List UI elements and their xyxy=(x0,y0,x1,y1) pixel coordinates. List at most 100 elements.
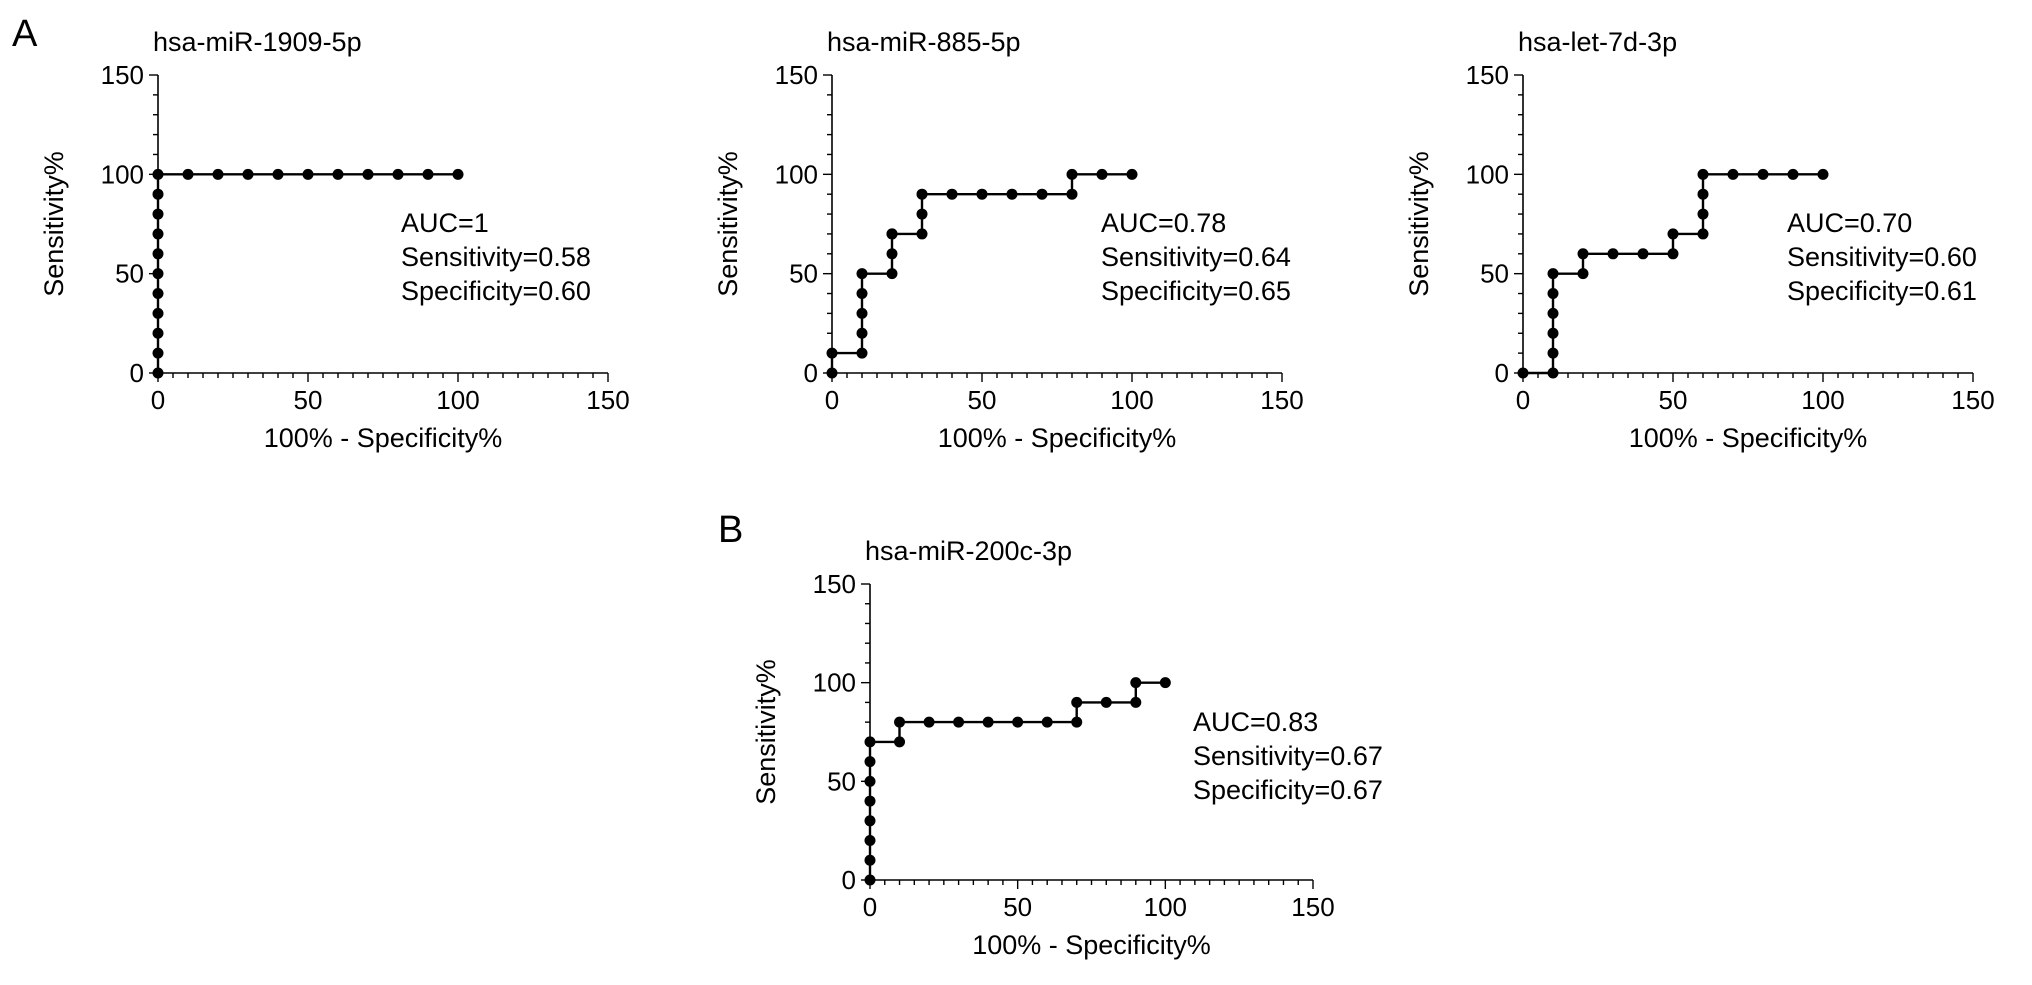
roc-curve-line xyxy=(830,173,1132,373)
panel-letter-a: A xyxy=(12,13,38,55)
roc-point xyxy=(182,168,194,180)
roc-point xyxy=(1697,208,1709,220)
roc-point xyxy=(1667,228,1679,240)
y-tick-label: 0 xyxy=(842,865,856,895)
stat-annotation: Sensitivity=0.67 xyxy=(1193,741,1383,771)
roc-point xyxy=(864,835,876,847)
x-tick-label: 100 xyxy=(1801,385,1844,415)
stat-annotation: Sensitivity=0.64 xyxy=(1101,242,1291,272)
roc-point xyxy=(1547,367,1559,379)
roc-point xyxy=(1547,268,1559,280)
roc-point xyxy=(1066,188,1078,200)
x-tick-label: 0 xyxy=(151,385,165,415)
roc-point xyxy=(1577,248,1589,260)
roc-point xyxy=(1066,168,1078,180)
plots: hsa-miR-1909-5p 0 50 100 150 0 50 100 150 100% - … xyxy=(39,27,1995,960)
y-tick-label: 50 xyxy=(115,259,144,289)
plot-title: hsa-miR-200c-3p xyxy=(865,536,1072,566)
plot-title: hsa-let-7d-3p xyxy=(1518,27,1677,57)
roc-point xyxy=(856,307,868,319)
roc-point xyxy=(916,208,928,220)
roc-point xyxy=(864,736,876,748)
roc-point xyxy=(152,268,164,280)
roc-point xyxy=(1036,188,1048,200)
y-axis-label: Sensitivity% xyxy=(1404,151,1434,297)
stat-annotation: AUC=0.78 xyxy=(1101,208,1226,238)
plot-title: hsa-miR-1909-5p xyxy=(153,27,362,57)
roc-point xyxy=(886,248,898,260)
y-tick-label: 100 xyxy=(101,159,144,189)
roc-point xyxy=(1727,168,1739,180)
roc-point xyxy=(362,168,374,180)
roc-curve-line xyxy=(1523,173,1823,375)
roc-point xyxy=(1667,248,1679,260)
roc-point xyxy=(152,367,164,379)
roc-point xyxy=(152,248,164,260)
roc-point xyxy=(1517,367,1529,379)
x-axis-label: 100% - Specificity% xyxy=(972,930,1211,960)
stat-annotation: AUC=1 xyxy=(401,208,489,238)
roc-point xyxy=(856,347,868,359)
roc-point xyxy=(916,188,928,200)
x-tick-label: 150 xyxy=(1260,385,1303,415)
roc-point xyxy=(953,716,965,728)
x-tick-label: 100 xyxy=(1144,892,1187,922)
roc-point xyxy=(856,288,868,300)
roc-point xyxy=(242,168,254,180)
roc-point xyxy=(826,367,838,379)
roc-point xyxy=(946,188,958,200)
y-tick-label: 150 xyxy=(1466,60,1509,90)
stat-annotation: Specificity=0.67 xyxy=(1193,775,1383,805)
roc-curve-line xyxy=(156,173,458,373)
roc-point xyxy=(864,795,876,807)
roc-point xyxy=(1547,347,1559,359)
roc-point xyxy=(1577,268,1589,280)
roc-point xyxy=(1071,696,1083,708)
y-axis-label: Sensitivity% xyxy=(751,659,781,805)
roc-point xyxy=(1637,248,1649,260)
y-tick-label: 0 xyxy=(804,358,818,388)
stat-annotation: Sensitivity=0.60 xyxy=(1787,242,1977,272)
roc-point xyxy=(1817,168,1829,180)
roc-point xyxy=(152,327,164,339)
roc-point xyxy=(894,736,906,748)
y-tick-label: 150 xyxy=(813,569,856,599)
roc-point xyxy=(916,228,928,240)
x-tick-label: 0 xyxy=(825,385,839,415)
roc-point xyxy=(1096,168,1108,180)
roc-point xyxy=(1012,716,1024,728)
roc-point xyxy=(864,854,876,866)
roc-point xyxy=(1100,696,1112,708)
roc-plot-1: hsa-miR-1909-5p 0 50 100 150 0 50 100 150 100% - … xyxy=(39,27,630,453)
roc-point xyxy=(1126,168,1138,180)
y-tick-label: 150 xyxy=(101,60,144,90)
roc-point xyxy=(152,288,164,300)
x-tick-label: 50 xyxy=(1659,385,1688,415)
roc-point xyxy=(856,268,868,280)
roc-point xyxy=(886,228,898,240)
roc-point xyxy=(422,168,434,180)
roc-point xyxy=(864,775,876,787)
roc-point xyxy=(1697,188,1709,200)
roc-point xyxy=(302,168,314,180)
roc-point xyxy=(272,168,284,180)
roc-point xyxy=(212,168,224,180)
x-tick-label: 0 xyxy=(863,892,877,922)
plot-title: hsa-miR-885-5p xyxy=(827,27,1021,57)
roc-plot-2: hsa-miR-885-5p 0 50 100 150 0 50 100 150 100% - S… xyxy=(713,27,1304,453)
roc-curve-line xyxy=(868,681,1166,880)
roc-point xyxy=(1071,716,1083,728)
roc-point xyxy=(152,307,164,319)
x-tick-label: 50 xyxy=(968,385,997,415)
roc-point xyxy=(826,347,838,359)
roc-point xyxy=(452,168,464,180)
roc-point xyxy=(1697,168,1709,180)
roc-point xyxy=(1547,307,1559,319)
roc-point xyxy=(864,756,876,768)
panel-letter-b: B xyxy=(718,509,743,551)
roc-point xyxy=(332,168,344,180)
roc-point xyxy=(152,208,164,220)
roc-point xyxy=(152,228,164,240)
y-axis-label: Sensitivity% xyxy=(713,151,743,297)
